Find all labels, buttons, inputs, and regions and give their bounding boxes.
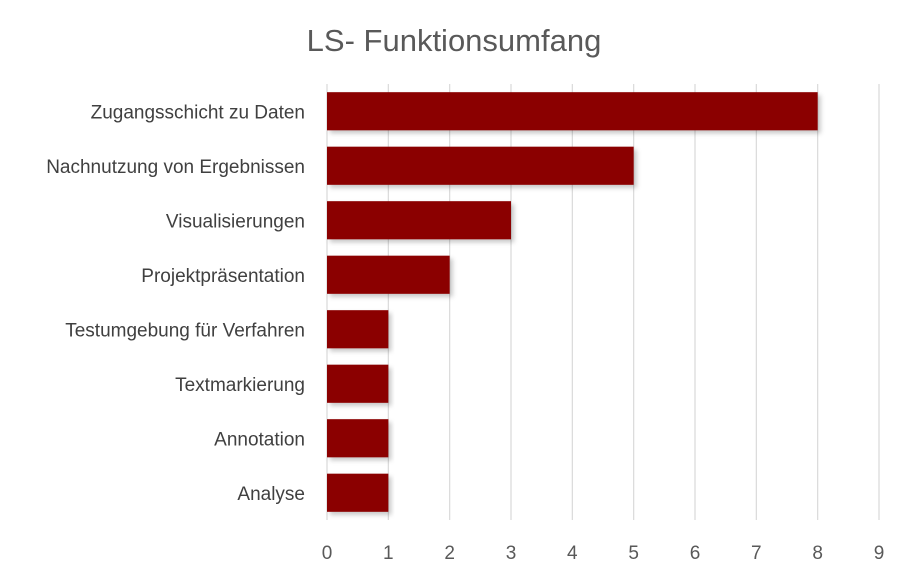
bars (327, 92, 818, 512)
bar (327, 201, 511, 240)
x-tick-label: 2 (444, 543, 455, 564)
category-label: Visualisierungen (166, 211, 305, 232)
x-tick-label: 5 (628, 543, 639, 564)
category-label: Testumgebung für Verfahren (65, 320, 305, 341)
x-tick-label: 0 (322, 543, 333, 564)
x-axis-tick-labels: 0 1 2 3 4 5 6 7 8 9 (322, 543, 885, 564)
bar (327, 364, 389, 403)
x-tick-label: 6 (690, 543, 701, 564)
bar (327, 310, 389, 349)
bar (327, 419, 389, 458)
category-label: Textmarkierung (175, 375, 305, 396)
bar (327, 473, 389, 512)
category-label: Annotation (214, 429, 305, 450)
category-label: Analyse (237, 484, 305, 505)
chart-title: LS- Funktionsumfang (307, 23, 602, 58)
category-labels: Zugangsschicht zu Daten Nachnutzung von E… (46, 102, 305, 505)
bar (327, 92, 818, 131)
x-tick-label: 7 (751, 543, 762, 564)
category-label: Projektpräsentation (141, 266, 305, 287)
bar (327, 146, 634, 185)
bar (327, 255, 450, 294)
category-label: Nachnutzung von Ergebnissen (46, 157, 305, 178)
x-tick-label: 1 (383, 543, 394, 564)
x-tick-label: 4 (567, 543, 578, 564)
x-tick-label: 9 (874, 543, 885, 564)
x-tick-label: 8 (812, 543, 823, 564)
category-label: Zugangsschicht zu Daten (91, 102, 305, 123)
x-tick-label: 3 (506, 543, 517, 564)
